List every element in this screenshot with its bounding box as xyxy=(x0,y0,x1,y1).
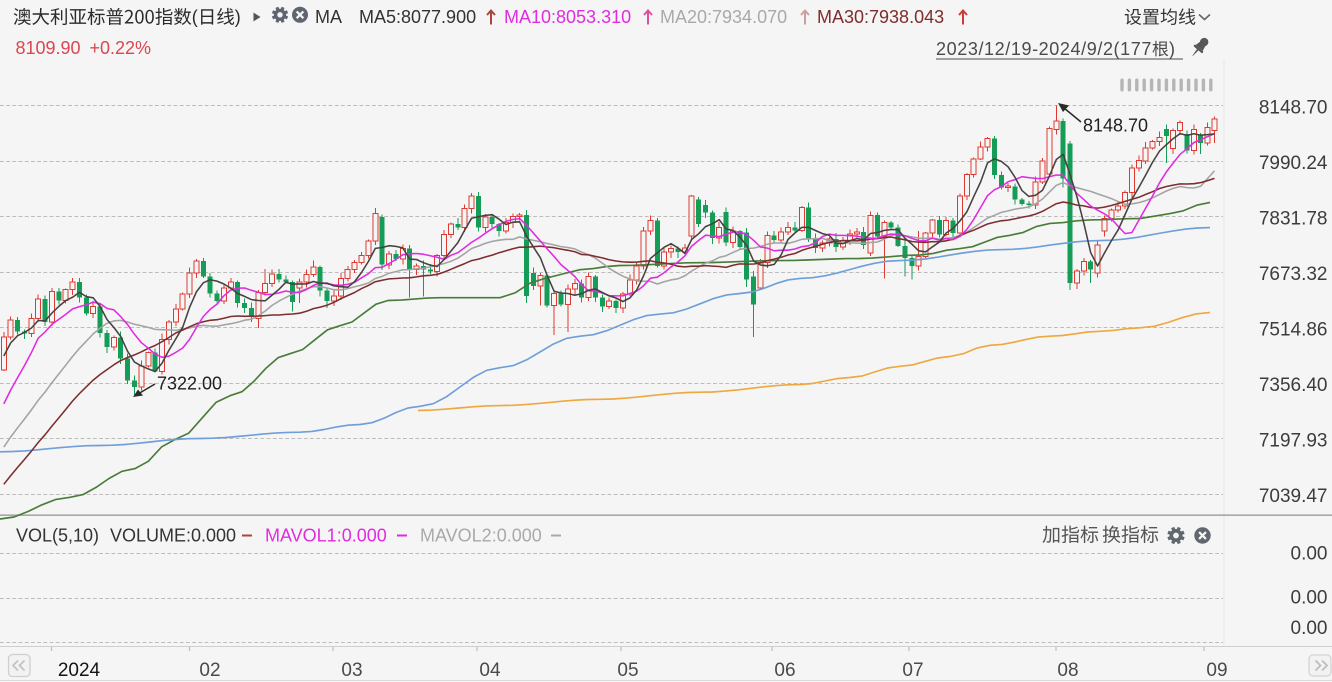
svg-text:MAVOL2:0.000: MAVOL2:0.000 xyxy=(420,526,542,546)
svg-text:03: 03 xyxy=(341,660,362,681)
svg-text:04: 04 xyxy=(479,660,501,681)
svg-text:2024: 2024 xyxy=(58,660,101,681)
svg-text:7831.78: 7831.78 xyxy=(1259,209,1328,230)
svg-text:7514.86: 7514.86 xyxy=(1259,320,1328,341)
svg-text:07: 07 xyxy=(902,660,923,681)
svg-text:8148.70: 8148.70 xyxy=(1259,98,1328,119)
svg-text:7197.93: 7197.93 xyxy=(1259,431,1328,452)
svg-text:MA: MA xyxy=(315,7,342,27)
svg-text:7990.24: 7990.24 xyxy=(1259,153,1328,174)
svg-text:7322.00: 7322.00 xyxy=(157,374,222,394)
svg-text:0.00: 0.00 xyxy=(1291,543,1328,564)
svg-text:8109.90: 8109.90 xyxy=(16,38,81,58)
svg-text:VOL(5,10): VOL(5,10) xyxy=(16,526,99,546)
svg-text:(: ( xyxy=(192,7,198,27)
svg-text:08: 08 xyxy=(1057,660,1078,681)
svg-text:02: 02 xyxy=(199,660,220,681)
svg-text:8148.70: 8148.70 xyxy=(1083,116,1148,136)
svg-text:MA5:8077.900: MA5:8077.900 xyxy=(359,7,476,27)
svg-text:0.00: 0.00 xyxy=(1291,618,1328,639)
svg-text:7673.32: 7673.32 xyxy=(1259,264,1328,285)
svg-text:05: 05 xyxy=(617,660,638,681)
svg-text:06: 06 xyxy=(774,660,795,681)
svg-text:MA10:8053.310: MA10:8053.310 xyxy=(504,7,631,27)
svg-text:MA30:7938.043: MA30:7938.043 xyxy=(817,7,944,27)
svg-text:): ) xyxy=(1169,39,1175,59)
svg-text:7039.47: 7039.47 xyxy=(1259,486,1328,507)
svg-text:): ) xyxy=(235,7,241,27)
svg-text:0.00: 0.00 xyxy=(1291,587,1328,608)
svg-text:09: 09 xyxy=(1206,660,1227,681)
svg-text:MA20:7934.070: MA20:7934.070 xyxy=(660,7,787,27)
svg-text:7356.40: 7356.40 xyxy=(1259,375,1328,396)
svg-text:VOLUME:0.000: VOLUME:0.000 xyxy=(110,526,236,546)
svg-text:2023/12/19-2024/9/2(177: 2023/12/19-2024/9/2(177 xyxy=(936,39,1152,59)
svg-text:MAVOL1:0.000: MAVOL1:0.000 xyxy=(265,526,387,546)
svg-text:+0.22%: +0.22% xyxy=(90,38,152,58)
